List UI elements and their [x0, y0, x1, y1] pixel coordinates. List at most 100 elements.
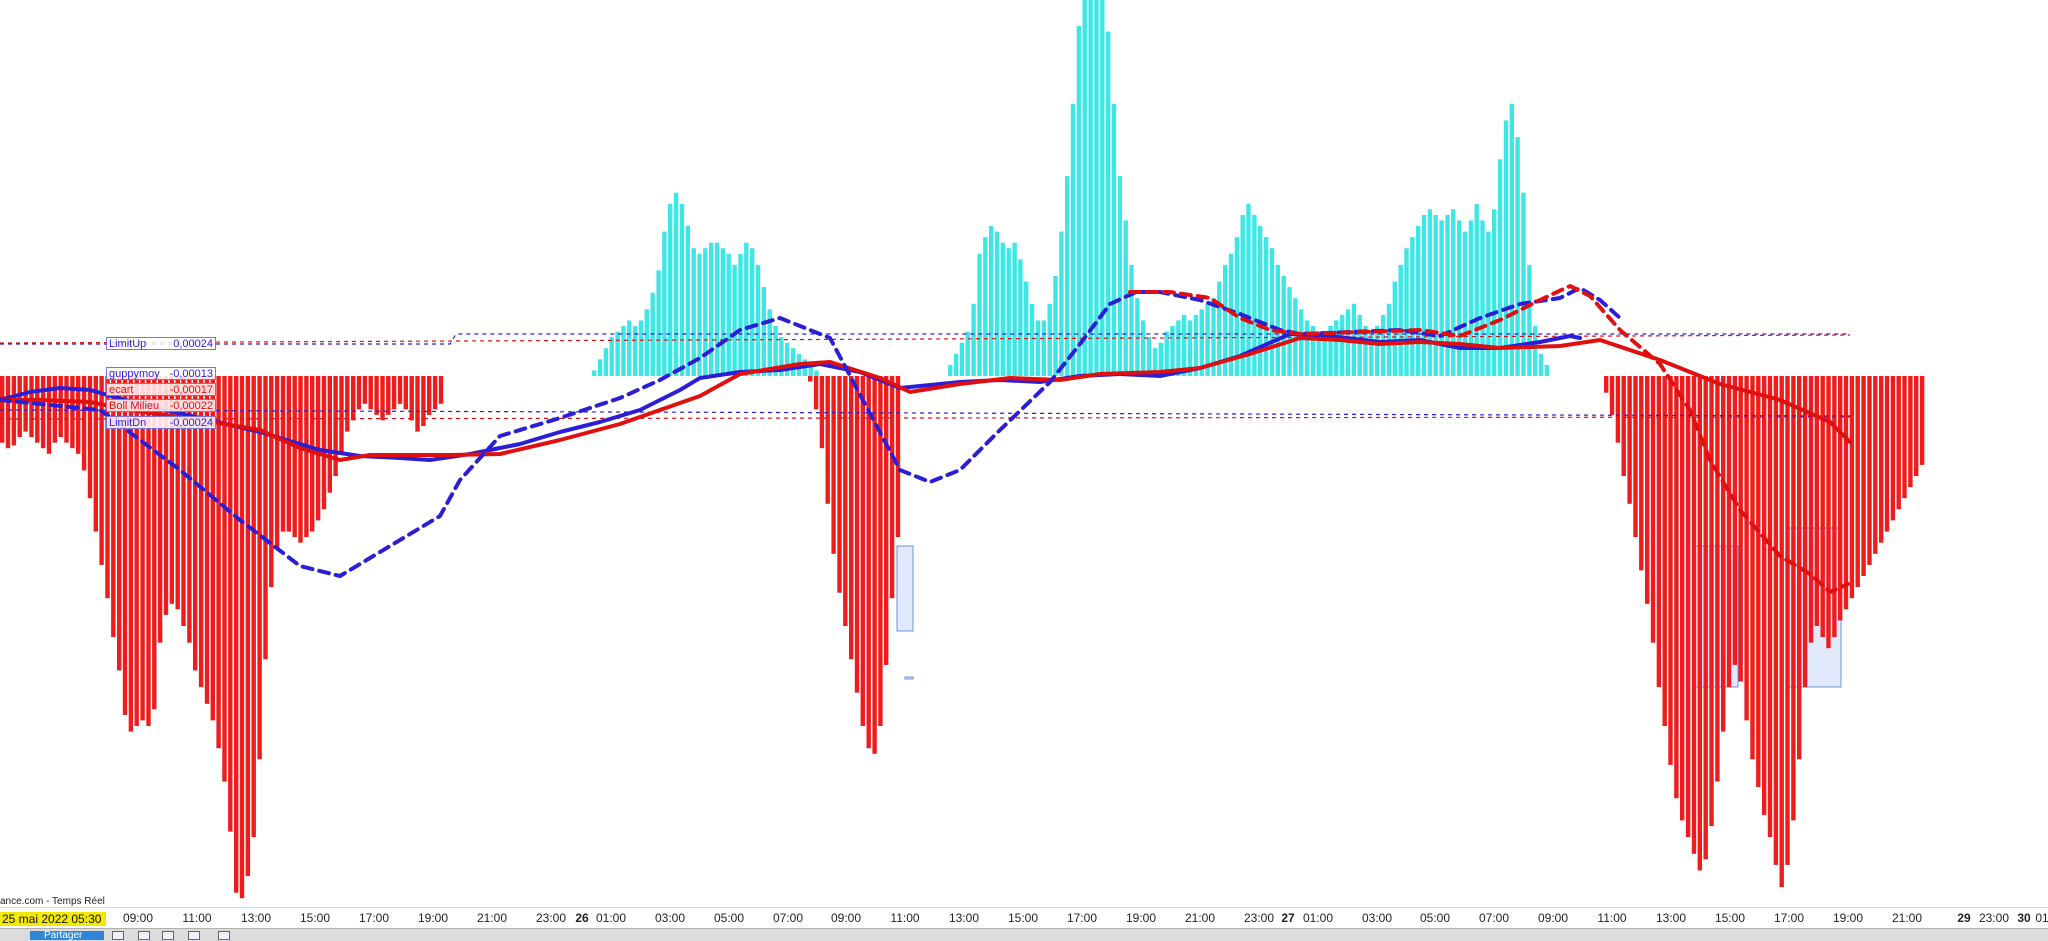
time-axis-tick-label: 19:00	[1833, 911, 1863, 925]
histogram-bar	[1205, 303, 1210, 376]
histogram-bar	[755, 264, 761, 376]
histogram-bar	[1497, 159, 1503, 376]
histogram-bar	[779, 337, 784, 376]
histogram-bar	[35, 376, 40, 443]
histogram-bar	[1088, 0, 1093, 376]
histogram-bar	[744, 242, 749, 376]
folder-icon[interactable]	[112, 931, 124, 940]
time-axis-tick-label: 03:00	[655, 911, 685, 925]
histogram-bar	[819, 376, 825, 449]
histogram-bar	[1492, 209, 1497, 376]
chart-area[interactable]	[0, 0, 2048, 905]
histogram-bar	[134, 376, 139, 726]
legend-limitup-name: LimitUp	[109, 338, 147, 350]
time-axis-tick-label: 07:00	[1479, 911, 1509, 925]
data-source-label: ance.com - Temps Réel	[0, 896, 105, 907]
histogram-bar	[1299, 309, 1304, 376]
histogram-bar	[709, 242, 714, 376]
histogram-bar	[1000, 242, 1005, 376]
histogram-bar	[1281, 276, 1286, 376]
time-axis-tick-label: 15:00	[1008, 911, 1038, 925]
histogram-bar	[210, 376, 215, 721]
histogram-bar	[1182, 314, 1187, 376]
histogram-bar	[1832, 376, 1837, 638]
histogram-bar	[70, 376, 75, 449]
legend-limitdn[interactable]: LimitDn -0,00024	[106, 416, 216, 429]
histogram-bar	[1480, 220, 1485, 376]
histogram-bar	[432, 376, 438, 410]
indicator-icon[interactable]	[218, 931, 230, 940]
print-icon[interactable]	[138, 931, 150, 940]
histogram-bar	[1152, 348, 1158, 376]
histogram-bar	[971, 303, 976, 376]
histogram-bar	[1035, 320, 1041, 376]
histogram-bar	[169, 376, 174, 604]
histogram-bar	[1421, 214, 1427, 376]
histogram-bar	[1427, 209, 1433, 376]
histogram-bar	[1258, 226, 1263, 376]
histogram-bar	[105, 376, 110, 599]
limitup-line	[0, 333, 1850, 345]
histogram-bar	[1855, 376, 1860, 588]
histogram-bar	[1674, 376, 1679, 799]
histogram-bar	[368, 376, 373, 410]
histogram-bar	[327, 376, 332, 493]
histogram-bar	[1082, 0, 1087, 376]
histogram-bar	[391, 376, 397, 410]
histogram-bar	[1732, 376, 1738, 665]
histogram-bar	[93, 376, 98, 532]
histogram-bar	[216, 376, 221, 749]
grid-icon[interactable]	[162, 931, 174, 940]
histogram-bar	[146, 376, 151, 726]
time-axis-tick-label: 07:00	[773, 911, 803, 925]
histogram-bar	[1246, 203, 1251, 376]
histogram-bar	[1006, 248, 1011, 376]
histogram-bar	[1668, 376, 1673, 765]
legend-guppymoy[interactable]: guppymoy -0,00013	[106, 367, 216, 380]
histogram-bar	[592, 370, 597, 376]
histogram-bar	[1217, 281, 1222, 376]
window-icon[interactable]	[188, 931, 200, 940]
histogram-bar	[1012, 242, 1017, 376]
histogram-bar	[269, 376, 274, 588]
histogram-bar	[603, 348, 609, 376]
histogram-bar	[1533, 326, 1538, 376]
time-axis: 09:00 11:00 13:00 15:00 17:00 19:00 21:00 23:00…	[0, 907, 2048, 926]
histogram-bar	[374, 376, 379, 415]
histogram-bar	[1041, 320, 1046, 376]
histogram-bar	[397, 376, 403, 404]
time-axis-tick-label: 05:00	[1420, 911, 1450, 925]
histogram-bar	[1604, 376, 1609, 393]
histogram-bar	[181, 376, 186, 626]
histogram-bar	[662, 231, 667, 376]
legend-limitup[interactable]: LimitUp 0,00024	[106, 337, 216, 350]
histogram-bar	[17, 376, 22, 438]
histogram-bar	[99, 376, 104, 565]
histogram-bar	[1240, 214, 1245, 376]
histogram-bar	[1024, 281, 1029, 376]
histogram-bar	[808, 376, 813, 382]
histogram-bar	[831, 376, 836, 554]
time-axis-tick-label: 17:00	[1774, 911, 1804, 925]
share-button[interactable]: Partager	[30, 931, 104, 941]
histogram-bar	[1645, 376, 1650, 604]
histogram-bar	[790, 348, 796, 376]
histogram-bar	[953, 353, 959, 376]
histogram-bar	[627, 320, 632, 376]
histogram-bar	[1756, 376, 1761, 788]
indicator-lines	[0, 284, 1852, 594]
histogram-bar	[1252, 214, 1257, 376]
histogram-bar	[1738, 376, 1743, 682]
histogram-bar	[720, 248, 726, 376]
histogram-bar	[415, 376, 420, 432]
time-axis-tick-label: 27	[1281, 911, 1295, 925]
histogram-bar	[814, 370, 819, 376]
legend-ecart[interactable]: ecart -0,00017	[106, 383, 216, 396]
legend-boll-milieu[interactable]: Boll Milieu -0,00022	[106, 399, 216, 412]
histogram-bar	[1873, 376, 1878, 554]
histogram-bar	[234, 376, 239, 893]
histogram-bar	[1867, 376, 1872, 565]
histogram-bar	[1310, 326, 1316, 376]
legend-limitdn-value: -0,00024	[169, 417, 213, 429]
